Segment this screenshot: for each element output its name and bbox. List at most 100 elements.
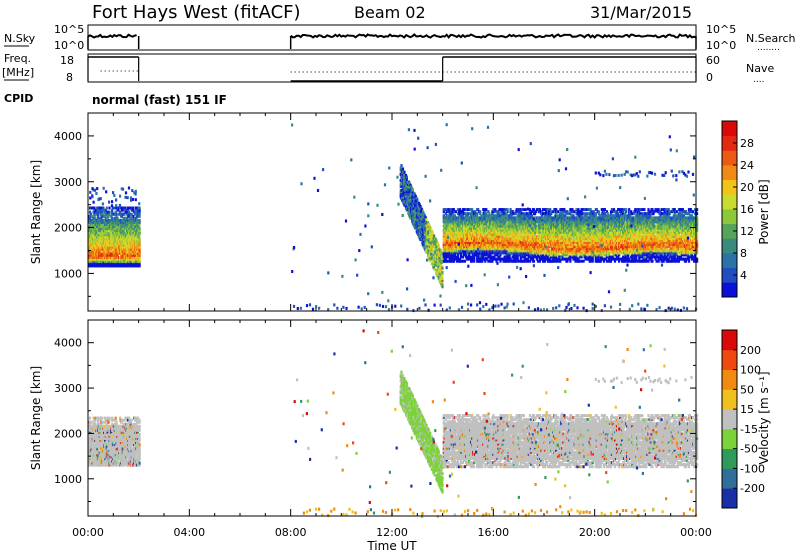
power-cell bbox=[450, 216, 453, 220]
power-cell bbox=[442, 234, 445, 238]
power-cell bbox=[440, 265, 443, 269]
power-cell bbox=[92, 210, 95, 214]
power-cell bbox=[427, 235, 430, 239]
power-cell bbox=[400, 164, 403, 168]
power-cell bbox=[536, 259, 540, 263]
power-cell bbox=[438, 268, 441, 272]
power-cell bbox=[426, 225, 429, 229]
power-cell bbox=[128, 229, 131, 233]
power-cell bbox=[93, 243, 96, 247]
power-cell bbox=[138, 233, 141, 237]
power-cell bbox=[421, 209, 424, 213]
power-cell bbox=[452, 259, 455, 263]
power-cell bbox=[422, 221, 425, 225]
power-cell bbox=[400, 188, 403, 192]
power-cell bbox=[138, 247, 141, 251]
power-cell bbox=[439, 278, 442, 282]
power-cell bbox=[427, 221, 430, 225]
power-cell bbox=[424, 220, 427, 224]
power-cell bbox=[409, 212, 412, 216]
power-cell bbox=[420, 222, 424, 226]
power-cell bbox=[106, 235, 109, 239]
power-cell bbox=[97, 198, 100, 202]
power-cell bbox=[486, 220, 489, 224]
power-cell bbox=[127, 210, 131, 214]
power-cell bbox=[404, 204, 408, 208]
power-cell bbox=[115, 256, 118, 259]
power-cell bbox=[437, 260, 440, 264]
power-cell bbox=[467, 212, 470, 216]
power-cell bbox=[423, 225, 427, 229]
power-cell bbox=[100, 223, 103, 226]
power-cell bbox=[135, 208, 138, 212]
power-cell bbox=[448, 253, 451, 257]
power-cell bbox=[439, 263, 443, 267]
power-cell bbox=[408, 182, 411, 186]
power-cell bbox=[100, 216, 103, 220]
power-cell bbox=[403, 172, 406, 176]
power-cell bbox=[138, 243, 141, 247]
power-cell bbox=[134, 198, 137, 202]
power-cell bbox=[475, 253, 478, 257]
power-cell bbox=[399, 166, 402, 170]
power-cell bbox=[102, 212, 105, 216]
power-cell bbox=[479, 257, 482, 261]
power-cell bbox=[442, 214, 445, 218]
power-cell bbox=[124, 195, 127, 199]
power-cell bbox=[431, 257, 434, 261]
power-cell bbox=[115, 198, 118, 202]
power-cell bbox=[138, 227, 141, 231]
power-cell bbox=[408, 202, 411, 206]
power-cell bbox=[105, 190, 108, 194]
power-cell bbox=[441, 252, 444, 256]
power-cell bbox=[124, 210, 127, 214]
power-cell bbox=[104, 235, 107, 239]
power-cell bbox=[135, 210, 138, 214]
power-cell bbox=[414, 216, 417, 220]
power-cell bbox=[474, 251, 477, 255]
power-cell bbox=[417, 233, 420, 237]
power-cell bbox=[416, 198, 419, 202]
power-cell bbox=[410, 201, 413, 205]
power-cell bbox=[403, 181, 406, 184]
power-cell bbox=[433, 234, 436, 238]
power-cell bbox=[485, 212, 488, 216]
cpid-text: normal (fast) 151 IF bbox=[92, 93, 227, 107]
power-cell bbox=[411, 205, 414, 209]
power-cell bbox=[132, 214, 135, 218]
power-cell bbox=[459, 253, 463, 257]
power-cell bbox=[421, 216, 424, 219]
power-cell bbox=[424, 241, 427, 245]
power-cell bbox=[433, 244, 436, 248]
power-cell bbox=[437, 264, 440, 268]
power-cell bbox=[455, 251, 458, 255]
power-cell bbox=[400, 168, 403, 172]
power-cell bbox=[134, 189, 137, 193]
power-cell bbox=[420, 226, 424, 230]
power-cell bbox=[451, 212, 454, 216]
power-cell bbox=[407, 199, 410, 203]
power-cell bbox=[399, 172, 402, 176]
power-cell bbox=[532, 208, 536, 212]
power-cell bbox=[438, 276, 441, 280]
power-cell bbox=[416, 206, 419, 210]
power-cell bbox=[500, 208, 503, 212]
power-cell bbox=[428, 247, 431, 251]
power-cell bbox=[427, 222, 430, 226]
power-cell bbox=[430, 229, 433, 233]
power-cell bbox=[90, 264, 93, 268]
power-cell bbox=[557, 210, 560, 214]
power-cell bbox=[429, 259, 432, 263]
power-cell bbox=[135, 227, 138, 231]
power-cell bbox=[136, 214, 139, 218]
power-cell bbox=[414, 193, 417, 197]
power-cell bbox=[93, 260, 96, 264]
power-cell bbox=[101, 214, 104, 218]
power-cell bbox=[423, 223, 426, 227]
power-cell bbox=[126, 196, 129, 200]
power-cell bbox=[97, 208, 100, 212]
power-cell bbox=[95, 212, 98, 216]
power-cell bbox=[111, 212, 114, 216]
power-cell bbox=[93, 208, 96, 212]
freq-label-1: Freq. bbox=[4, 52, 31, 65]
